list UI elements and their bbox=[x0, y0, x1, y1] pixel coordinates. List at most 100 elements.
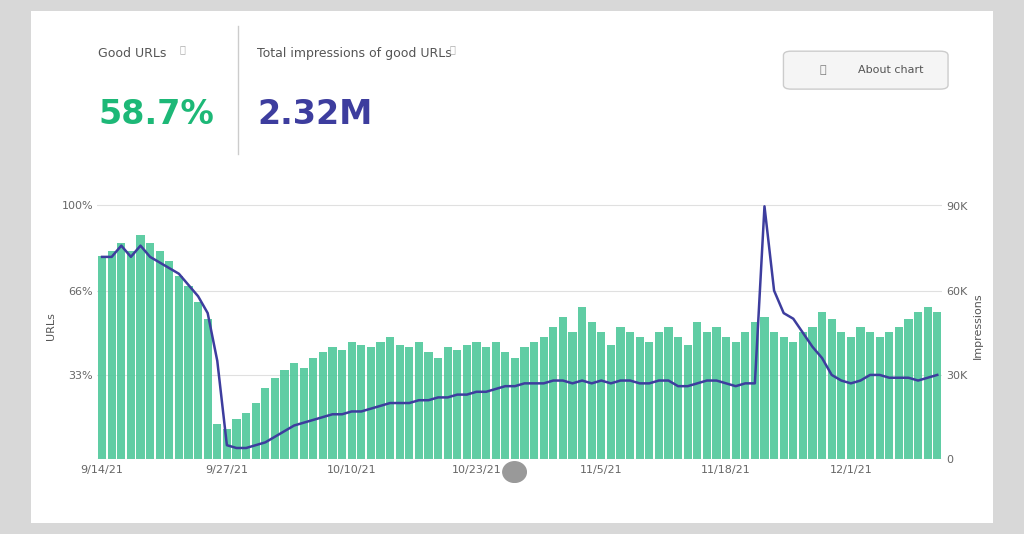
Bar bbox=[127, 251, 135, 459]
Bar bbox=[779, 337, 787, 459]
Bar bbox=[501, 352, 509, 459]
Bar bbox=[914, 312, 923, 459]
Bar bbox=[300, 368, 308, 459]
Bar bbox=[540, 337, 548, 459]
Bar bbox=[626, 332, 634, 459]
Bar bbox=[184, 286, 193, 459]
Bar bbox=[924, 307, 932, 459]
Bar bbox=[347, 342, 355, 459]
Bar bbox=[838, 332, 846, 459]
Bar bbox=[530, 342, 539, 459]
FancyBboxPatch shape bbox=[783, 51, 948, 89]
Bar bbox=[713, 327, 721, 459]
Bar bbox=[136, 235, 144, 459]
Bar bbox=[856, 327, 864, 459]
Bar bbox=[588, 322, 596, 459]
Bar bbox=[751, 322, 759, 459]
Text: Good URLs: Good URLs bbox=[98, 46, 167, 60]
Bar bbox=[761, 317, 769, 459]
Bar bbox=[117, 243, 125, 459]
Bar bbox=[722, 337, 730, 459]
Bar bbox=[175, 276, 183, 459]
Bar bbox=[616, 327, 625, 459]
Bar bbox=[357, 345, 366, 459]
Bar bbox=[424, 352, 432, 459]
Y-axis label: URLs: URLs bbox=[46, 312, 56, 340]
Bar bbox=[165, 261, 173, 459]
Bar bbox=[194, 302, 202, 459]
Bar bbox=[261, 388, 269, 459]
Bar bbox=[492, 342, 500, 459]
Bar bbox=[818, 312, 826, 459]
Bar bbox=[847, 337, 855, 459]
Bar bbox=[597, 332, 605, 459]
Bar bbox=[885, 332, 893, 459]
Text: 58.7%: 58.7% bbox=[98, 98, 214, 131]
Bar bbox=[318, 352, 327, 459]
Bar bbox=[511, 358, 519, 459]
Bar bbox=[367, 347, 375, 459]
Bar bbox=[674, 337, 682, 459]
Bar bbox=[309, 358, 317, 459]
Text: ⓘ: ⓘ bbox=[450, 44, 456, 54]
Bar bbox=[790, 342, 798, 459]
Bar bbox=[223, 429, 231, 459]
Bar bbox=[338, 350, 346, 459]
Bar bbox=[876, 337, 884, 459]
Bar bbox=[204, 319, 212, 459]
Text: 1: 1 bbox=[511, 467, 518, 477]
Bar bbox=[146, 243, 155, 459]
Bar bbox=[636, 337, 644, 459]
Bar bbox=[654, 332, 663, 459]
Bar bbox=[482, 347, 490, 459]
Bar bbox=[933, 312, 941, 459]
Bar bbox=[693, 322, 701, 459]
Bar bbox=[242, 413, 250, 459]
Bar bbox=[520, 347, 528, 459]
Bar bbox=[866, 332, 874, 459]
Bar bbox=[252, 403, 260, 459]
Bar bbox=[377, 342, 385, 459]
Bar bbox=[281, 370, 289, 459]
Bar bbox=[578, 307, 586, 459]
Bar bbox=[559, 317, 567, 459]
Circle shape bbox=[503, 462, 526, 482]
Bar bbox=[895, 327, 903, 459]
Bar bbox=[98, 256, 106, 459]
Bar bbox=[607, 345, 615, 459]
Bar bbox=[645, 342, 653, 459]
Text: Total impressions of good URLs: Total impressions of good URLs bbox=[257, 46, 452, 60]
Bar bbox=[406, 347, 414, 459]
Bar bbox=[415, 342, 423, 459]
Bar bbox=[568, 332, 577, 459]
Bar bbox=[472, 342, 480, 459]
Bar bbox=[799, 332, 807, 459]
Bar bbox=[443, 347, 452, 459]
Bar bbox=[270, 378, 279, 459]
Bar bbox=[395, 345, 403, 459]
Bar bbox=[808, 327, 816, 459]
Bar bbox=[290, 363, 298, 459]
Bar bbox=[386, 337, 394, 459]
Text: About chart: About chart bbox=[857, 65, 923, 75]
Bar bbox=[702, 332, 711, 459]
Bar bbox=[827, 319, 836, 459]
Bar bbox=[463, 345, 471, 459]
Text: ⓘ: ⓘ bbox=[819, 65, 826, 75]
Bar bbox=[454, 350, 462, 459]
Bar bbox=[232, 419, 241, 459]
Text: ⓘ: ⓘ bbox=[180, 44, 185, 54]
Y-axis label: Impressions: Impressions bbox=[973, 293, 983, 359]
Bar bbox=[770, 332, 778, 459]
Bar bbox=[684, 345, 692, 459]
Bar bbox=[213, 423, 221, 459]
Bar bbox=[329, 347, 337, 459]
Bar bbox=[549, 327, 557, 459]
Bar bbox=[665, 327, 673, 459]
Bar bbox=[731, 342, 739, 459]
Bar bbox=[434, 358, 442, 459]
Bar bbox=[156, 251, 164, 459]
Bar bbox=[108, 251, 116, 459]
Bar bbox=[904, 319, 912, 459]
Bar bbox=[741, 332, 750, 459]
